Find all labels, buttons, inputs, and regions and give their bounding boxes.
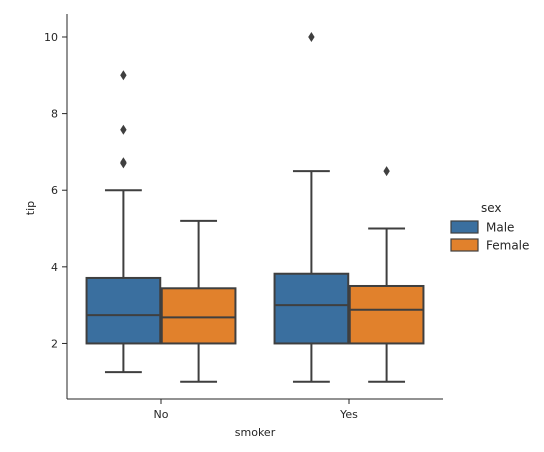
- x-tick-label-0: No: [154, 408, 169, 421]
- legend-title: sex: [481, 201, 502, 215]
- plot-area: [85, 31, 425, 383]
- box-male-yes-box: [273, 272, 350, 345]
- y-axis-label: tip: [24, 201, 37, 215]
- box-male-no-outlier-2: [120, 124, 127, 135]
- y-tick-label-2: 6: [51, 184, 58, 197]
- box-male-no-box: [85, 276, 162, 345]
- box-female-no-box: [160, 287, 237, 345]
- legend-swatch-male: [450, 220, 479, 234]
- box-male-yes-outlier-0: [308, 31, 315, 42]
- legend: sex Male Female: [450, 201, 529, 253]
- y-tick-label-0: 2: [51, 337, 58, 350]
- y-tick-label-1: 4: [51, 261, 58, 274]
- x-tick-label-1: Yes: [339, 408, 358, 421]
- y-tick-label-3: 8: [51, 108, 58, 121]
- x-axis-label: smoker: [235, 426, 276, 439]
- box-female-yes-box: [348, 284, 425, 345]
- y-tick-label-4: 10: [44, 31, 58, 44]
- y-axis: 2 4 6 8 10: [44, 14, 68, 399]
- legend-label-male: Male: [486, 221, 514, 235]
- legend-swatch-female: [450, 238, 479, 252]
- box-male-no-outlier-1: [120, 157, 127, 168]
- x-axis: No Yes: [67, 398, 443, 421]
- box-female-yes-outlier-0: [383, 166, 390, 177]
- box-male-no-outlier-3: [120, 70, 127, 81]
- legend-label-female: Female: [486, 239, 529, 253]
